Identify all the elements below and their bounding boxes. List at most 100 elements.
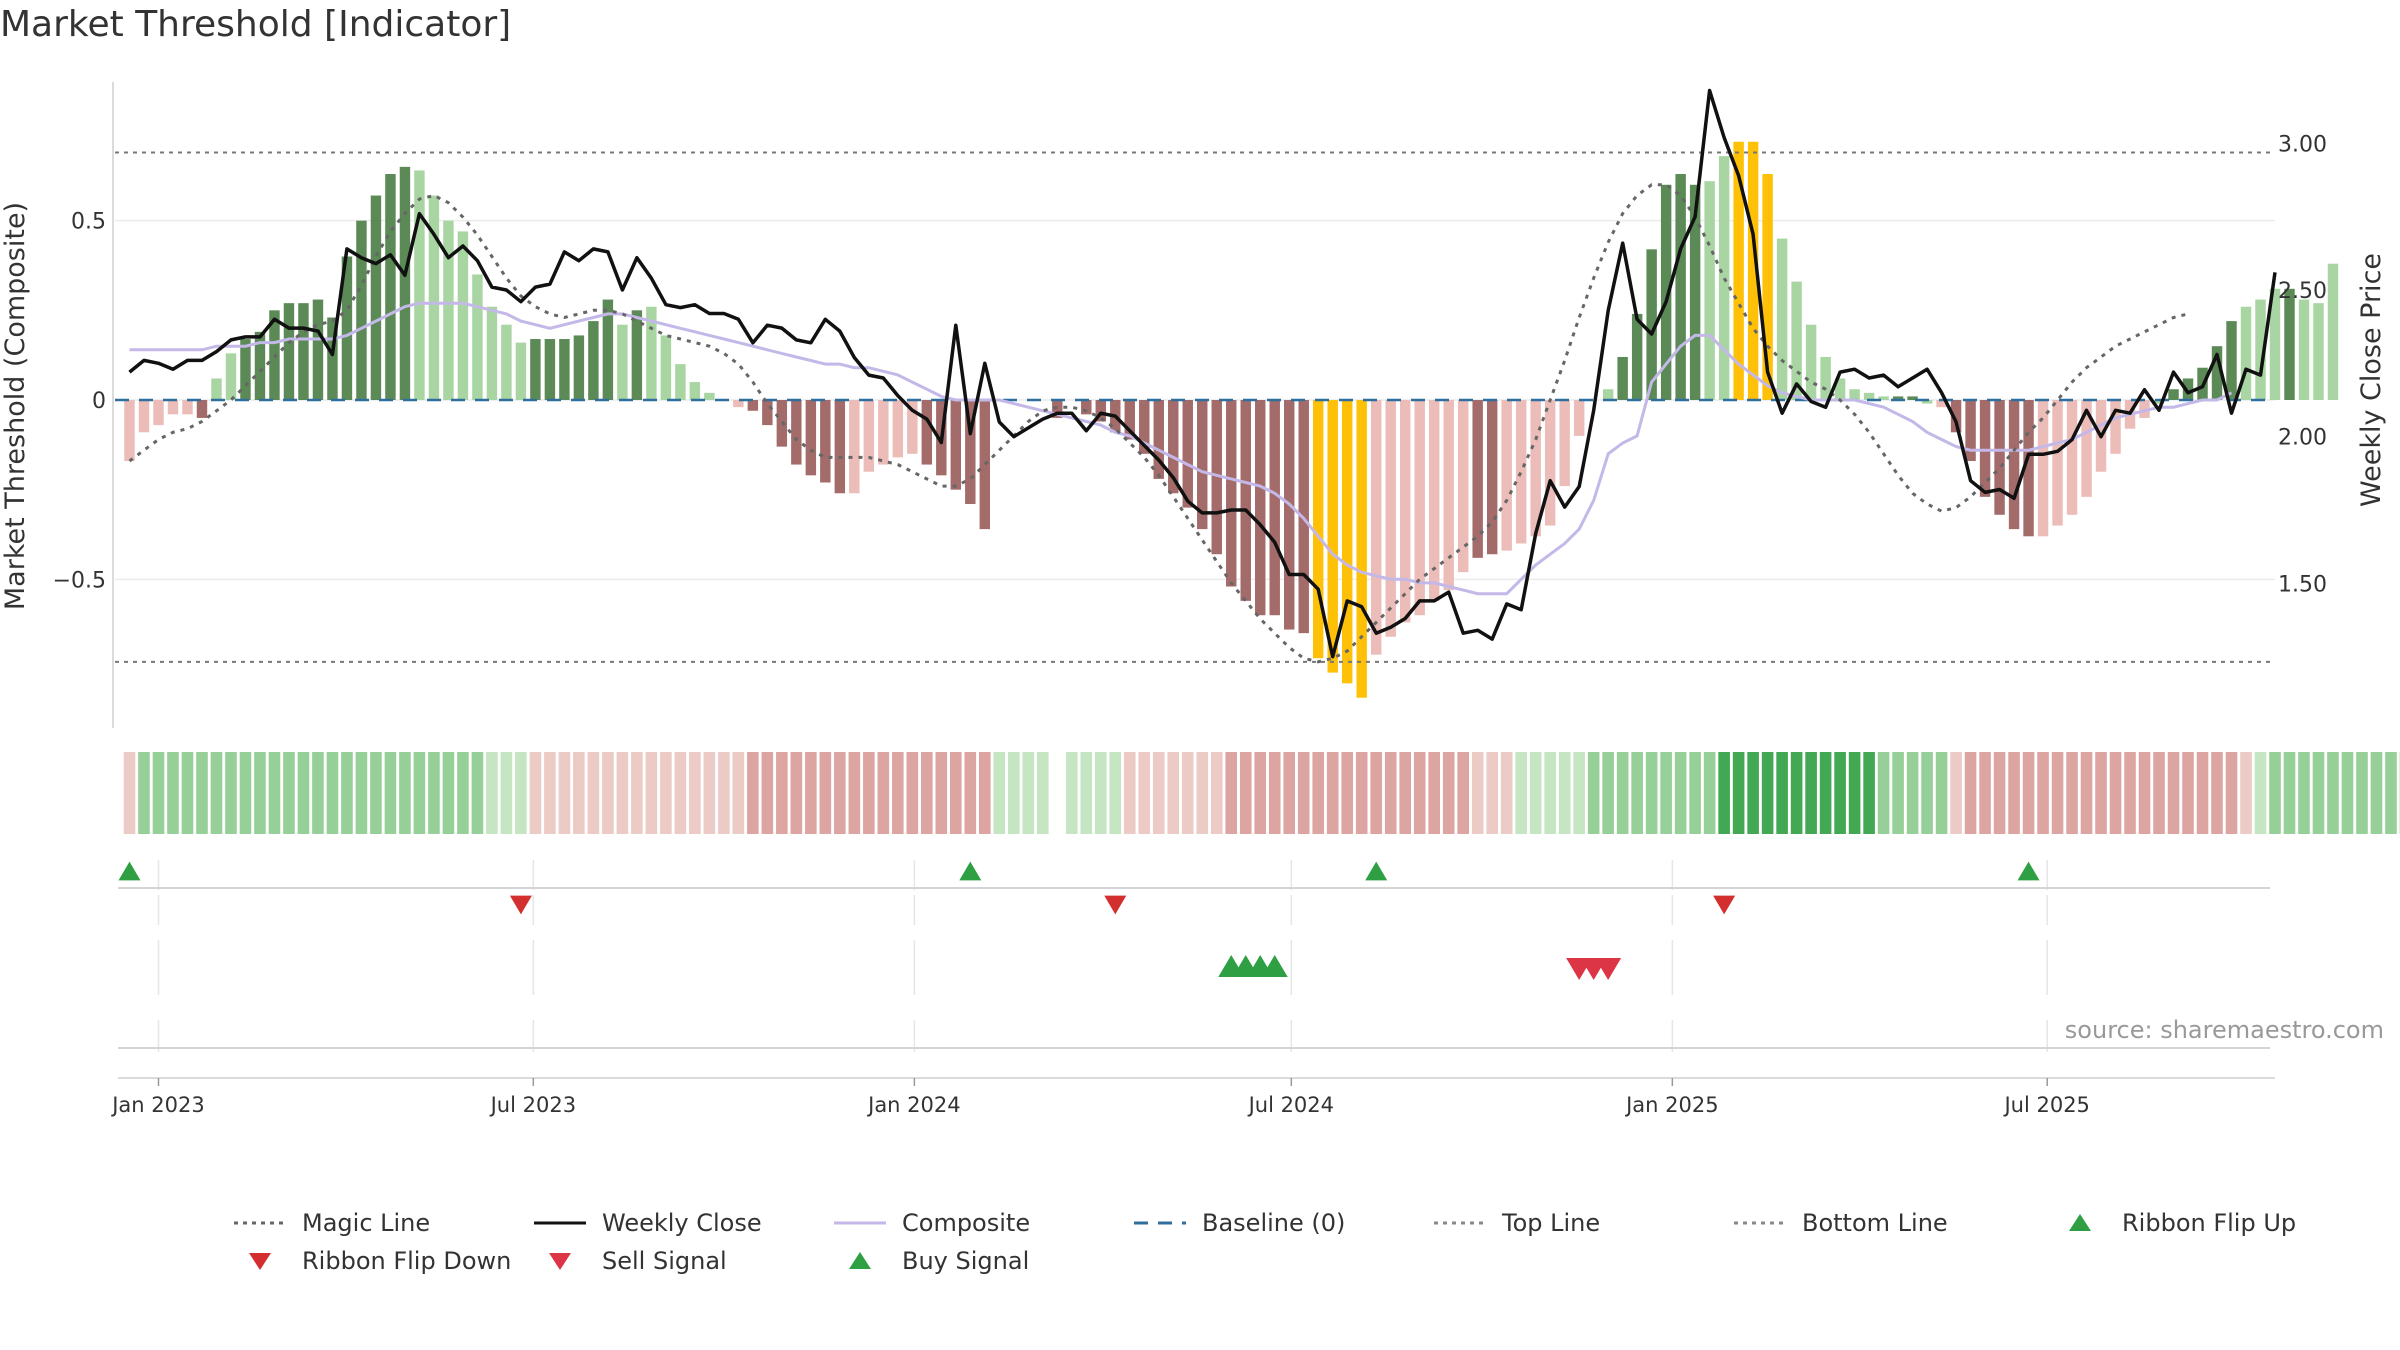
legend-swatch <box>1434 1221 1486 1225</box>
left-axis-title: Market Threshold (Composite) <box>0 202 31 610</box>
ribbon-cell <box>1442 752 1455 834</box>
right-axis-title: Weekly Close Price <box>2356 253 2387 507</box>
ribbon-cell <box>1935 752 1948 834</box>
ribbon-cell <box>718 752 730 834</box>
ribbon-cell <box>1500 752 1513 834</box>
ribbon-cell <box>196 752 208 834</box>
histogram-bar <box>1834 378 1846 400</box>
histogram-bar <box>1573 400 1585 436</box>
histogram-bar <box>457 231 469 400</box>
histogram-bar <box>559 339 570 400</box>
ribbon-cell <box>863 752 875 834</box>
histogram-bar <box>2255 299 2266 400</box>
histogram-bar <box>1240 400 1251 601</box>
ribbon-cell <box>1587 752 1600 834</box>
ribbon-cell <box>1080 752 1093 834</box>
histogram-bar <box>1385 400 1396 637</box>
legend-label: Ribbon Flip Down <box>302 1247 512 1275</box>
histogram-bar <box>1907 396 1918 400</box>
histogram-bar <box>298 303 309 400</box>
right-tick-label: 3.00 <box>2278 132 2327 157</box>
legend-label: Top Line <box>1502 1209 1601 1237</box>
ribbon-cell <box>2211 752 2223 834</box>
ribbon-cell <box>1341 752 1354 834</box>
histogram-bar <box>1052 400 1063 418</box>
x-tick-label: Jan 2024 <box>866 1093 961 1117</box>
ribbon-cell <box>2240 752 2252 834</box>
histogram-bar <box>1356 400 1367 698</box>
ribbon-cell <box>1573 752 1585 834</box>
ribbon-cell <box>457 752 469 834</box>
series-lines <box>115 88 2277 664</box>
histogram-bar <box>1689 184 1701 400</box>
ribbon-cell <box>1413 752 1426 834</box>
histogram-bar <box>2284 288 2295 400</box>
ribbon-cell <box>2153 752 2165 834</box>
histogram-bar <box>1733 141 1744 400</box>
chart-title: Market Threshold [Indicator] <box>0 4 512 45</box>
ribbon-cell <box>486 752 498 834</box>
histogram-bar <box>950 400 962 490</box>
histogram-bar <box>646 306 657 400</box>
ribbon-cell <box>1529 752 1542 834</box>
histogram-bar <box>486 306 498 400</box>
histogram-bar <box>2182 378 2194 400</box>
histogram-bar <box>2066 400 2078 515</box>
histogram-bar <box>240 339 251 400</box>
ribbon-cell <box>645 752 658 834</box>
ribbon-cell <box>1283 752 1296 834</box>
histogram-bar <box>182 400 193 415</box>
left-tick-label: 0 <box>92 389 106 414</box>
histogram-bar <box>472 274 483 400</box>
legend-item: Ribbon Flip Up <box>2050 1208 2296 1238</box>
ribbon-cell <box>660 752 672 834</box>
ribbon-cell <box>1022 752 1035 834</box>
ribbon-cell <box>1718 752 1730 834</box>
sell-signal-marker <box>1595 957 1622 981</box>
histogram-bar <box>1515 400 1527 544</box>
ribbon-cell <box>1950 752 1962 834</box>
ribbon-cell <box>500 752 513 834</box>
source-credit: source: sharemaestro.com <box>2064 1016 2384 1044</box>
histogram-bar <box>631 310 643 400</box>
histogram-bar <box>1878 396 1889 400</box>
ribbon-cell <box>1326 752 1339 834</box>
histogram-bar <box>1197 400 1208 530</box>
ribbon-cell <box>355 752 368 834</box>
histogram-bar <box>1399 400 1411 623</box>
ribbon-cell <box>167 752 179 834</box>
ribbon-cell <box>732 752 745 834</box>
histogram-bar <box>1457 400 1469 573</box>
histogram-bar <box>892 400 904 458</box>
ribbon-cell <box>1761 752 1774 834</box>
ribbon-cell <box>2283 752 2296 834</box>
ribbon-cell <box>1602 752 1614 834</box>
left-tick-label: −0.5 <box>53 568 106 593</box>
histogram-bar <box>385 174 396 400</box>
histogram-bar <box>2081 400 2092 497</box>
legend-swatch <box>534 1221 586 1225</box>
legend-label: Magic Line <box>302 1209 431 1237</box>
ribbon-cell <box>210 752 223 834</box>
ribbon-cell <box>2269 752 2281 834</box>
ribbon-cell <box>1471 752 1484 834</box>
legend-item: Composite <box>830 1208 1030 1238</box>
legend-item: Top Line <box>1430 1208 1600 1238</box>
histogram-bar <box>1544 400 1556 526</box>
histogram-bar <box>2240 306 2252 400</box>
histogram-bar <box>1559 400 1570 487</box>
ribbon-cell <box>471 752 484 834</box>
histogram-bar <box>1211 400 1222 555</box>
histogram-bar <box>1791 281 1802 400</box>
ribbon-cell <box>573 752 585 834</box>
histogram-bar <box>2139 400 2150 418</box>
histogram-bar <box>1747 141 1759 400</box>
ribbon-cell <box>689 752 701 834</box>
histogram-bar <box>1631 313 1643 400</box>
histogram-bar <box>907 400 918 454</box>
ribbon-cell <box>297 752 310 834</box>
legend-label: Baseline (0) <box>1202 1209 1346 1237</box>
histogram-bar <box>1139 400 1150 454</box>
ribbon-flip-down-marker <box>1104 895 1127 915</box>
